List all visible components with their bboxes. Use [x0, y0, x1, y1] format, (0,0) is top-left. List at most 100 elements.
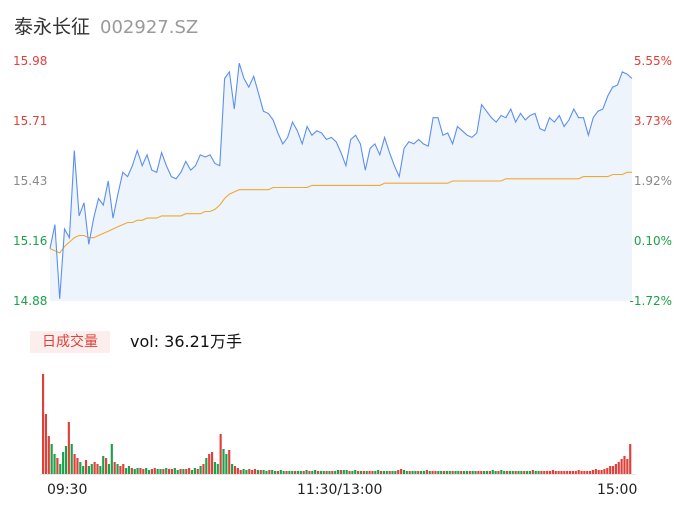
volume-bar — [454, 471, 457, 474]
volume-bar — [463, 471, 466, 474]
volume-bar — [617, 462, 620, 474]
volume-bar — [425, 470, 428, 474]
volume-bar — [245, 470, 248, 474]
volume-bar — [600, 470, 603, 474]
volume-bar — [568, 471, 572, 474]
volume-bar — [185, 469, 188, 474]
volume-bar — [500, 470, 503, 474]
volume-bar — [150, 469, 153, 474]
volume-bar — [451, 471, 454, 474]
volume-bar — [142, 469, 145, 474]
volume-bar — [408, 471, 411, 474]
volume-bar — [488, 471, 491, 474]
price-tick-2: 15.43 — [13, 174, 48, 188]
price-tick-0: 15.98 — [13, 54, 48, 68]
volume-bar — [222, 449, 225, 474]
volume-bar — [162, 469, 165, 474]
volume-bar — [208, 454, 211, 474]
volume-bar — [219, 434, 222, 474]
volume-bar — [236, 468, 239, 474]
volume-bar — [196, 469, 199, 474]
volume-bar — [442, 471, 446, 474]
volume-bar — [594, 469, 597, 474]
volume-bar — [420, 471, 423, 474]
volume-bar — [70, 444, 73, 474]
volume-bar — [216, 464, 219, 474]
volume-bar — [179, 469, 182, 474]
stock-header: 泰永长征 002927.SZ — [14, 12, 198, 39]
x-tick-open: 09:30 — [47, 482, 88, 498]
price-area-fill — [50, 63, 632, 302]
volume-bar — [116, 464, 119, 474]
volume-bar — [110, 444, 113, 474]
volume-bar — [251, 470, 254, 474]
volume-bar — [173, 468, 176, 474]
volume-bar — [359, 471, 363, 474]
volume-bar — [76, 458, 79, 474]
volume-bar — [577, 470, 580, 474]
volume-bar — [517, 471, 520, 474]
volume-bar — [391, 471, 394, 474]
volume-bar — [99, 466, 102, 474]
volume-bar — [374, 471, 377, 474]
volume-value: vol: 36.21万手 — [130, 332, 242, 351]
volume-bar — [159, 469, 162, 474]
volume-bar — [537, 471, 540, 474]
volume-bar — [414, 471, 417, 474]
volume-bar — [540, 471, 543, 474]
volume-bar — [47, 436, 50, 474]
volume-bar — [133, 469, 136, 474]
volume-bar — [566, 471, 569, 474]
volume-bar — [491, 470, 494, 474]
volume-bar — [233, 466, 237, 474]
volume-bar — [514, 471, 517, 474]
volume-bar — [119, 466, 122, 474]
volume-bar — [365, 471, 368, 474]
volume-bar — [402, 470, 406, 474]
volume-bar — [165, 468, 168, 474]
volume-bar — [308, 471, 311, 474]
volume-bar — [405, 471, 408, 474]
pct-tick-3: 0.10% — [633, 234, 672, 248]
volume-bar — [503, 471, 506, 474]
volume-bar — [256, 470, 259, 474]
volume-bar — [520, 471, 523, 474]
volume-bar — [288, 471, 291, 474]
volume-bar — [176, 470, 179, 474]
volume-bar — [388, 471, 391, 474]
volume-bar — [468, 471, 471, 474]
volume-bar — [294, 471, 297, 474]
volume-bar — [400, 469, 403, 474]
volume-bar — [190, 470, 194, 474]
volume-bar — [319, 471, 322, 474]
volume-bar — [560, 471, 563, 474]
pct-tick-0: 5.55% — [633, 54, 672, 68]
volume-bar — [291, 471, 294, 474]
volume-bar — [228, 450, 231, 474]
volume-bar — [397, 470, 400, 474]
volume-bar — [259, 470, 262, 474]
volume-bar — [265, 471, 268, 474]
volume-bar — [90, 464, 93, 474]
volume-bar — [534, 471, 537, 474]
volume-bar — [199, 466, 202, 474]
volume-bar — [302, 471, 305, 474]
volume-bar — [153, 468, 156, 474]
pct-tick-2: 1.92% — [633, 174, 672, 188]
volume-bar — [497, 471, 500, 474]
average-price-line — [49, 171, 632, 254]
volume-bar — [67, 422, 70, 474]
volume-bar — [242, 469, 245, 474]
volume-bar — [314, 470, 317, 474]
volume-bar — [523, 471, 526, 474]
volume-bar — [526, 471, 529, 474]
volume-bar — [548, 471, 552, 474]
volume-bar — [368, 471, 371, 474]
volume-bar — [437, 471, 440, 474]
price-tick-3: 15.16 — [13, 234, 48, 248]
volume-bar — [79, 462, 82, 474]
volume-bar — [357, 471, 360, 474]
volume-bar — [348, 471, 351, 474]
volume-bar — [231, 464, 234, 474]
volume-bar — [377, 470, 380, 474]
